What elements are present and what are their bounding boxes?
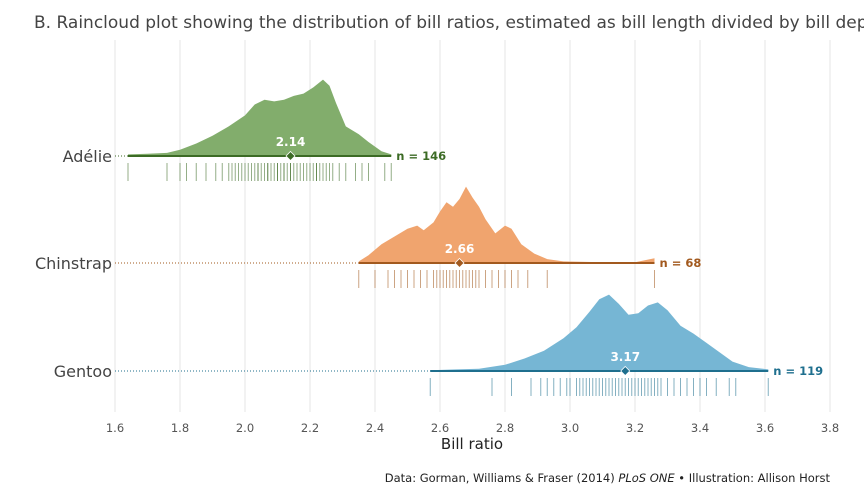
caption: Data: Gorman, Williams & Fraser (2014) P…	[385, 471, 830, 485]
x-tick-label: 2.6	[431, 421, 449, 435]
x-tick-label: 3.4	[691, 421, 709, 435]
x-tick-label: 3.2	[626, 421, 644, 435]
grid-lines	[114, 40, 831, 412]
median-marker	[285, 150, 296, 162]
x-tick-label: 3.6	[756, 421, 774, 435]
median-label: 2.66	[445, 242, 475, 256]
x-axis-title: Bill ratio	[441, 435, 503, 453]
x-tick-label: 2.4	[366, 421, 384, 435]
cloud-gentoo: 3.17 n = 119 Gentoo	[54, 294, 823, 396]
category-label: Chinstrap	[35, 254, 112, 273]
density-area	[358, 186, 655, 263]
median-marker	[620, 365, 631, 377]
n-label: n = 68	[660, 256, 702, 270]
n-label: n = 119	[773, 364, 823, 378]
x-tick-label: 2.2	[301, 421, 319, 435]
caption-suffix: • Illustration: Allison Horst	[674, 471, 830, 485]
x-tick-label: 2.0	[236, 421, 254, 435]
density-area	[430, 294, 769, 371]
category-label: Gentoo	[54, 362, 112, 381]
density-clouds: 2.14 n = 146 Adélie 2.66 n = 68 Chinstrap 3.17…	[35, 79, 823, 396]
median-marker	[454, 257, 465, 269]
median-label: 2.14	[276, 135, 306, 149]
caption-prefix: Data: Gorman, Williams & Fraser (2014)	[384, 471, 619, 485]
x-tick-label: 1.8	[171, 421, 189, 435]
cloud-adlie: 2.14 n = 146 Adélie	[63, 79, 446, 181]
n-label: n = 146	[396, 149, 446, 163]
cloud-chinstrap: 2.66 n = 68 Chinstrap	[35, 186, 702, 288]
caption-journal: PLoS ONE	[618, 471, 675, 485]
category-label: Adélie	[63, 147, 112, 166]
median-label: 3.17	[610, 350, 640, 364]
chart-title: B. Raincloud plot showing the distributi…	[34, 13, 864, 33]
x-axis-ticks: 1.6 1.8 2.0 2.2 2.4 2.6 2.8 3.0 3.2 3.4 3.6 3.8	[106, 421, 839, 435]
x-tick-label: 2.8	[496, 421, 514, 435]
x-tick-label: 1.6	[106, 421, 124, 435]
density-area	[128, 79, 392, 156]
x-tick-label: 3.0	[561, 421, 579, 435]
x-tick-label: 3.8	[821, 421, 839, 435]
